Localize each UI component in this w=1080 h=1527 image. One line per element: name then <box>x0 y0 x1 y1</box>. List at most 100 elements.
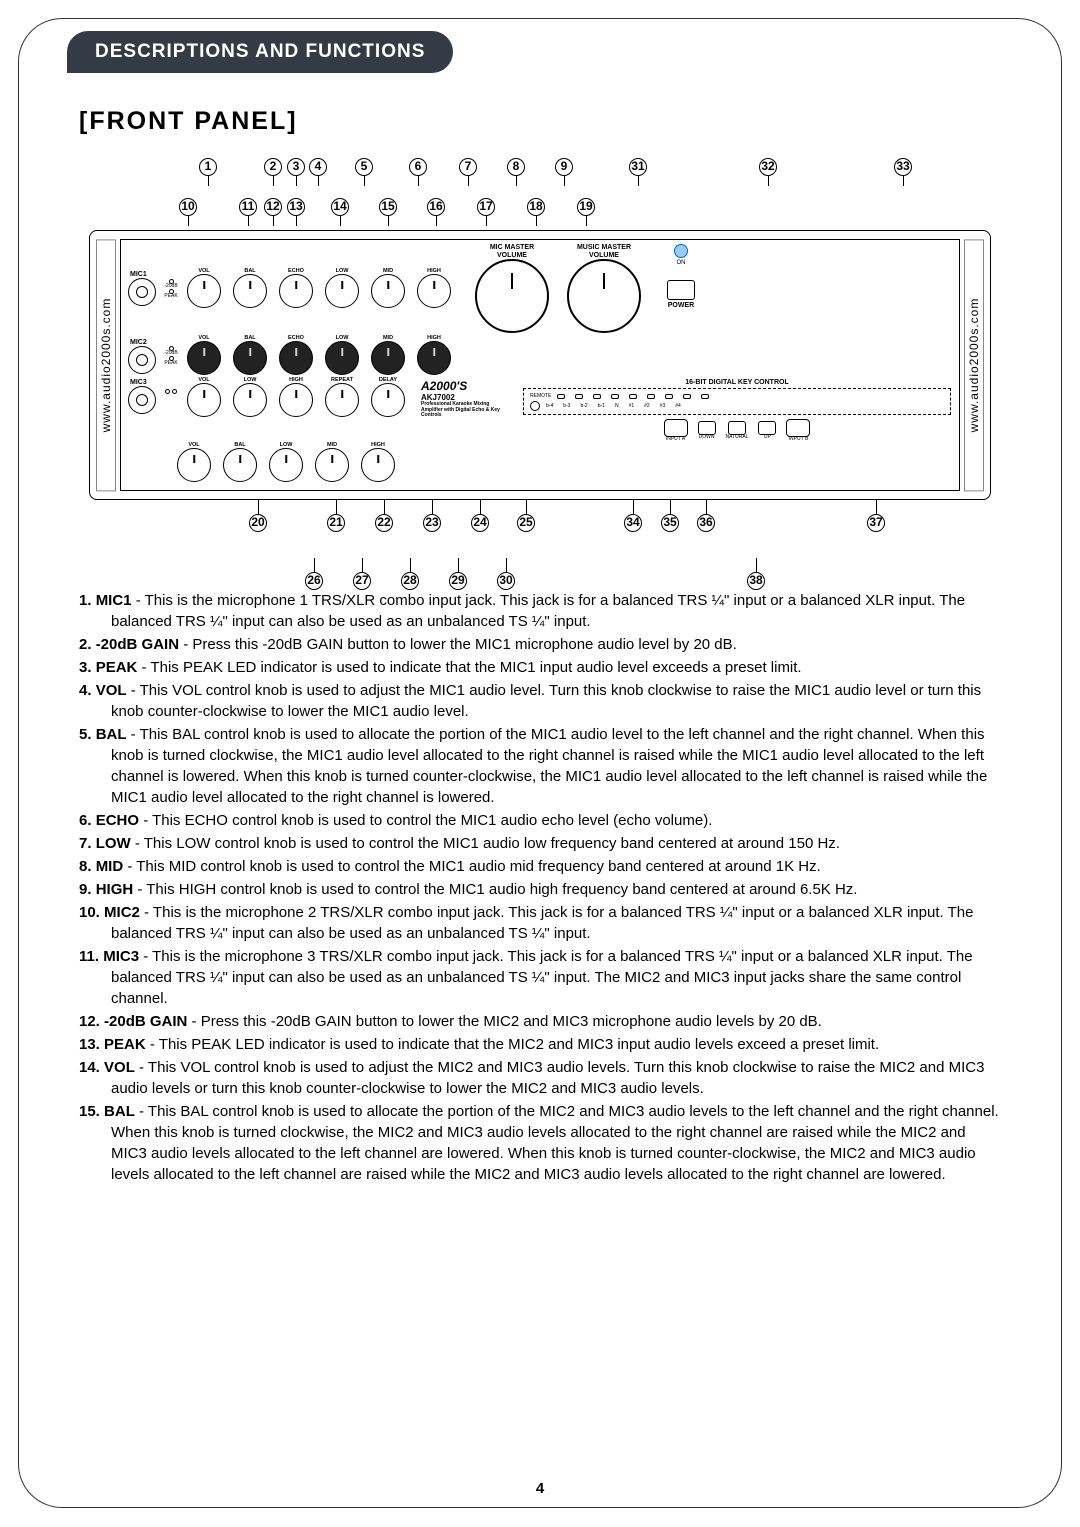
callout-circle: 21 <box>327 514 345 532</box>
page-number: 4 <box>19 1480 1061 1497</box>
item-text: - This BAL control knob is used to alloc… <box>111 726 987 806</box>
low-knob[interactable] <box>325 274 359 308</box>
description-item: 12. -20dB GAIN - Press this -20dB GAIN b… <box>79 1011 1001 1032</box>
bal-knob[interactable] <box>233 341 267 375</box>
mic-master-label: MIC MASTER VOLUME <box>490 244 534 259</box>
callout-8: 8 <box>507 158 525 186</box>
callout-9: 9 <box>555 158 573 186</box>
item-name: MIC1 <box>96 592 132 609</box>
input-a-button[interactable] <box>664 419 688 437</box>
panel-core: MIC1 -20dB PEAK VOLBALECHOLOWMIDHIGH MIC… <box>120 239 960 491</box>
callout-stem <box>340 216 341 226</box>
key-control-leds: REMOTE b-4b-3b-2b-1N#1#2#3#4 <box>523 388 951 415</box>
repeat-knob[interactable] <box>325 383 359 417</box>
item-name: HIGH <box>96 881 134 898</box>
knob-label: ECHO <box>279 268 313 274</box>
callout-19: 19 <box>577 198 595 226</box>
callout-circle: 35 <box>661 514 679 532</box>
mic3-jack[interactable] <box>128 386 156 414</box>
callout-circle: 1 <box>199 158 217 176</box>
high-knob[interactable] <box>279 383 313 417</box>
callout-11: 11 <box>239 198 257 226</box>
mic3-label: MIC3 <box>130 379 154 386</box>
up-button[interactable] <box>758 421 776 435</box>
low-knob[interactable] <box>269 448 303 482</box>
callout-stem <box>432 500 433 514</box>
vol-knob[interactable] <box>177 448 211 482</box>
input-a-label: INPUT A <box>666 437 685 442</box>
callout-21: 21 <box>327 500 345 532</box>
item-name: MIC3 <box>103 948 139 965</box>
down-button[interactable] <box>698 421 716 435</box>
item-text: - This ECHO control knob is used to cont… <box>139 812 712 829</box>
delay-knob[interactable] <box>371 383 405 417</box>
callout-stem <box>336 500 337 514</box>
callout-circle: 28 <box>401 572 419 590</box>
mic2-label: MIC2 <box>130 339 154 346</box>
item-text: - This is the microphone 1 TRS/XLR combo… <box>111 592 965 630</box>
callout-circle: 13 <box>287 198 305 216</box>
description-item: 2. -20dB GAIN - Press this -20dB GAIN bu… <box>79 634 1001 655</box>
bal-knob[interactable] <box>233 274 267 308</box>
callout-circle: 6 <box>409 158 427 176</box>
callout-stem <box>768 176 769 186</box>
callout-circle: 18 <box>527 198 545 216</box>
callout-circle: 20 <box>249 514 267 532</box>
mic2-jack[interactable] <box>128 346 156 374</box>
up-label: UP <box>764 435 771 440</box>
high-knob[interactable] <box>361 448 395 482</box>
vol-knob[interactable] <box>187 341 221 375</box>
top-callout-row-1: 123456789313233 <box>119 158 991 198</box>
callout-circle: 27 <box>353 572 371 590</box>
item-name: LOW <box>96 835 131 852</box>
front-panel-diagram: 123456789313233 10111213141516171819 www… <box>89 158 991 558</box>
descriptions-list: 1. MIC1 - This is the microphone 1 TRS/X… <box>79 590 1001 1185</box>
item-name: MIC2 <box>104 904 140 921</box>
callout-18: 18 <box>527 198 545 226</box>
input-b-button[interactable] <box>786 419 810 437</box>
callout-stem <box>506 558 507 572</box>
low-knob[interactable] <box>233 383 267 417</box>
key-step: #2 <box>644 403 650 409</box>
stereo-led-r <box>172 389 177 394</box>
echo-knob[interactable] <box>279 274 313 308</box>
echo-knob[interactable] <box>279 341 313 375</box>
stereo-led-l <box>165 389 170 394</box>
callout-stem <box>633 500 634 514</box>
mic-master-knob[interactable] <box>475 259 549 333</box>
description-item: 13. PEAK - This PEAK LED indicator is us… <box>79 1034 1001 1055</box>
callout-circle: 34 <box>624 514 642 532</box>
callout-35: 35 <box>661 500 679 532</box>
item-name: VOL <box>104 1059 135 1076</box>
item-number: 10. <box>79 904 104 921</box>
mid-knob[interactable] <box>371 274 405 308</box>
callout-stem <box>364 176 365 186</box>
item-number: 3. <box>79 659 96 676</box>
callout-circle: 2 <box>264 158 282 176</box>
callout-circle: 30 <box>497 572 515 590</box>
description-item: 7. LOW - This LOW control knob is used t… <box>79 833 1001 854</box>
vol-knob[interactable] <box>187 383 221 417</box>
natural-button[interactable] <box>728 421 746 435</box>
item-number: 13. <box>79 1036 104 1053</box>
gain-label-1: -20dB <box>164 284 177 289</box>
mid-knob[interactable] <box>371 341 405 375</box>
music-master-knob[interactable] <box>567 259 641 333</box>
callout-36: 36 <box>697 500 715 532</box>
vol-knob[interactable] <box>187 274 221 308</box>
power-button[interactable] <box>667 280 695 300</box>
low-knob[interactable] <box>325 341 359 375</box>
callout-stem <box>410 558 411 572</box>
item-text: - This is the microphone 2 TRS/XLR combo… <box>111 904 973 942</box>
high-knob[interactable] <box>417 341 451 375</box>
callout-stem <box>318 176 319 186</box>
mic1-jack[interactable] <box>128 278 156 306</box>
down-label: DOWN <box>699 435 715 440</box>
callout-circle: 23 <box>423 514 441 532</box>
callout-circle: 11 <box>239 198 257 216</box>
callout-circle: 33 <box>894 158 912 176</box>
key-control-title: 16-BIT DIGITAL KEY CONTROL <box>523 379 951 386</box>
mid-knob[interactable] <box>315 448 349 482</box>
high-knob[interactable] <box>417 274 451 308</box>
bal-knob[interactable] <box>223 448 257 482</box>
